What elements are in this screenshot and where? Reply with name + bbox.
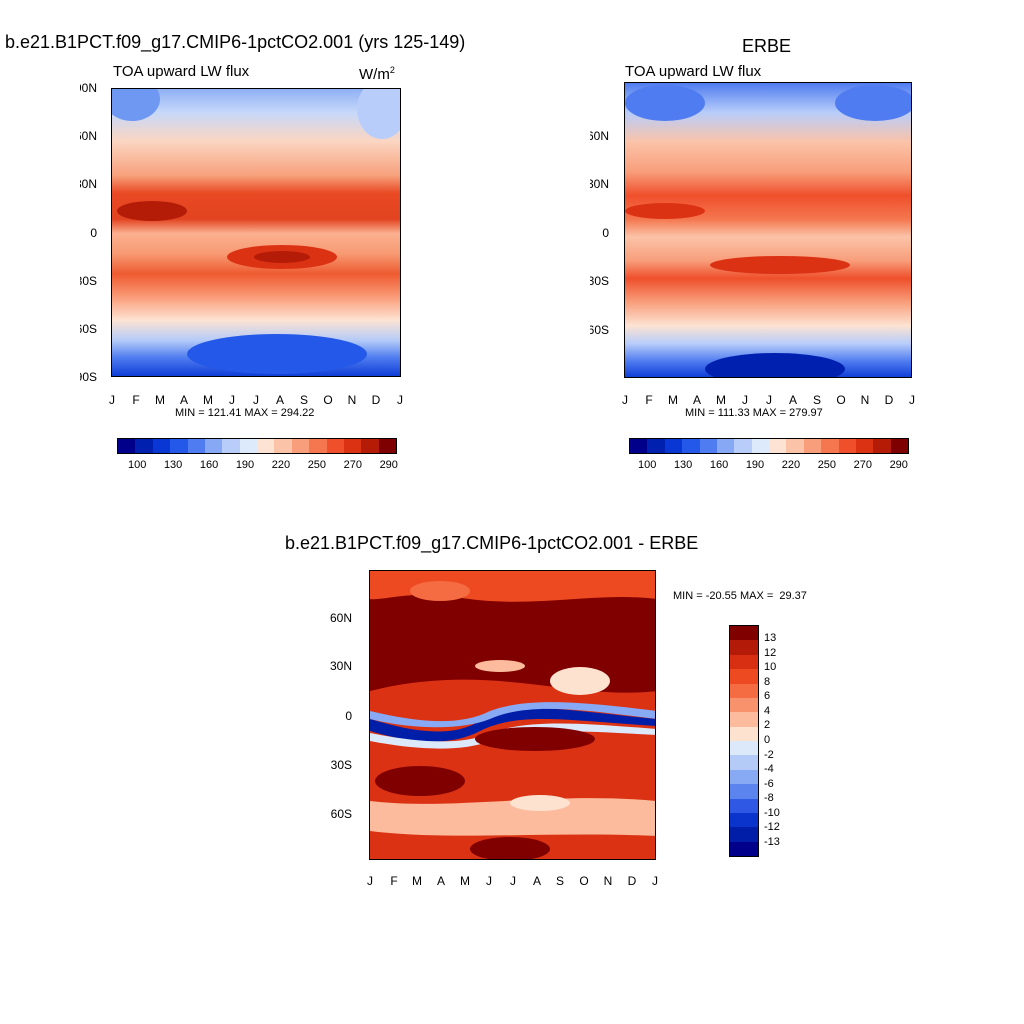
panel2-xtick: M [716,393,726,407]
panel1-xtick: J [229,393,235,407]
panel2-ytick-60s: 60S [590,323,609,337]
panel1-ytick-30n: 30N [80,177,97,191]
panel1-xtick: M [203,393,213,407]
panel3-ytick-30s: 30S [331,758,352,772]
panel1-title: b.e21.B1PCT.f09_g17.CMIP6-1pctCO2.001 (y… [5,32,466,52]
panel3-ytick-0: 0 [345,709,352,723]
panel1-xtick: O [323,393,332,407]
panel1-units: W/m2 [359,65,395,83]
panel3-ytick-60s: 60S [331,807,352,821]
panel2-xtick: F [645,393,652,407]
panel2-xtick: J [622,393,628,407]
panel2-xtick: S [813,393,821,407]
panel2-xtick: D [885,393,894,407]
panel1-xtick: A [180,393,188,407]
panel2-ytick-30n: 30N [590,177,609,191]
panel2-field [625,83,911,377]
panel2-xtick: J [909,393,915,407]
panel1-xtick: F [132,393,139,407]
panel3-xtick: F [390,874,397,888]
panel1-subtitle: TOA upward LW flux [113,63,250,80]
panel1-colorbar-labels: 100 130 160 190 220 250 270 290 [128,459,398,471]
panel3-xtick: D [628,874,637,888]
panel3-xtick: J [367,874,373,888]
panel3-xtick: N [604,874,613,888]
panel1-colorbar [117,438,397,454]
panel2-colorbar [629,438,909,454]
panel3-xtick: A [533,874,541,888]
panel1-x-ticks: J F M A M J J A S O N D J [109,393,403,407]
panel3-ytick-60n: 60N [330,611,352,625]
panel3-ytick-30n: 30N [330,659,352,673]
panel2-subtitle: TOA upward LW flux [625,63,762,80]
panel2-xtick: A [693,393,701,407]
panel1-xtick: A [276,393,284,407]
panel1-xtick: N [348,393,357,407]
panel3-axes: 60N 30N 0 30S 60S J F M A M J J A S O N … [330,611,658,888]
panel2-xtick: N [861,393,870,407]
panel1-ytick-90s: 90S [80,370,97,384]
panel3-xtick: J [652,874,658,888]
panel3-xtick: M [460,874,470,888]
panel3-xtick: M [412,874,422,888]
panel3-stats: MIN = -20.55 MAX = 29.37 [673,590,807,602]
panel2-axes: 60N 30N 0 30S 60S J F M A M J J A S O N … [590,129,915,407]
panel1-plot [111,88,401,377]
panel3-xtick: S [556,874,564,888]
panel2-ytick-0: 0 [602,226,609,240]
panel2-plot [624,82,912,378]
panel2-ytick-60n: 60N [590,129,609,143]
panel2-xtick: J [766,393,772,407]
panel2-ytick-30s: 30S [590,274,609,288]
panel2-xtick: J [742,393,748,407]
panel1-xtick: J [397,393,403,407]
panel2-title: ERBE [742,36,792,56]
panel1-ytick-60s: 60S [80,322,97,336]
panel1-xtick: D [372,393,381,407]
panel1-ytick-90n: 90N [80,81,97,95]
panel1-stats: MIN = 121.41 MAX = 294.22 [175,407,315,419]
panel2-xtick: A [789,393,797,407]
panel1-field [112,89,400,376]
panel1-ytick-60n: 60N [80,129,97,143]
panel1-axes: 90N 60N 30N 0 30S 60S 90S J F M A M J J … [80,81,403,407]
panel3-xtick: J [510,874,516,888]
panel3-xtick: O [579,874,588,888]
panel1-xtick: M [155,393,165,407]
panel3-field [370,571,655,859]
panel3-plot [369,570,656,860]
panel3-colorbar-labels: 13 12 10 8 6 4 2 0 -2 -4 -6 -8 -10 -12 -13 [764,632,780,848]
panel1-ytick-0: 0 [90,226,97,240]
panel1-y-ticks: 90N 60N 30N 0 30S 60S 90S [80,81,97,384]
panel1-ytick-30s: 30S [80,274,97,288]
panel3-xtick: J [486,874,492,888]
panel3-xtick: A [437,874,445,888]
panel2-colorbar-labels: 100 130 160 190 220 250 270 290 [638,459,908,471]
panel3-colorbar [729,625,759,857]
panel2-xtick: M [668,393,678,407]
panel2-xtick: O [836,393,845,407]
panel1-xtick: S [300,393,308,407]
panel1-xtick: J [253,393,259,407]
panel1-xtick: J [109,393,115,407]
panel3-title: b.e21.B1PCT.f09_g17.CMIP6-1pctCO2.001 - … [285,533,699,553]
panel2-stats: MIN = 111.33 MAX = 279.97 [685,407,823,419]
